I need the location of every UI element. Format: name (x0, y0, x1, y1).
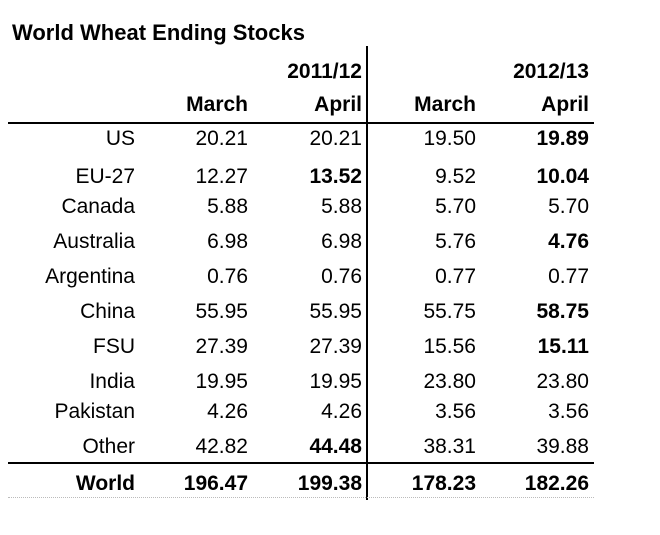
total-cell: 178.23 (411, 472, 476, 495)
header-month-3: March (414, 93, 476, 116)
table-cell: 19.95 (309, 370, 362, 393)
row-label: China (80, 300, 135, 323)
row-label: FSU (93, 335, 135, 358)
table-cell: 58.75 (536, 300, 589, 323)
table-cell: 3.56 (548, 400, 589, 423)
header-month-1: March (186, 93, 248, 116)
table-cell: 42.82 (195, 435, 248, 458)
table-cell: 19.95 (195, 370, 248, 393)
table-cell: 6.98 (207, 230, 248, 253)
table-cell: 38.31 (423, 435, 476, 458)
row-label: Other (82, 435, 135, 458)
table-cell: 44.48 (309, 435, 362, 458)
table-cell: 23.80 (536, 370, 589, 393)
table-cell: 4.26 (321, 400, 362, 423)
table-cell: 5.88 (321, 195, 362, 218)
table-cell: 27.39 (195, 335, 248, 358)
table-cell: 19.89 (536, 127, 589, 150)
row-label: Pakistan (54, 400, 135, 423)
table-cell: 4.26 (207, 400, 248, 423)
table-cell: 20.21 (195, 127, 248, 150)
header-month-4: April (541, 93, 589, 116)
table-cell: 0.77 (548, 265, 589, 288)
table-cell: 5.76 (435, 230, 476, 253)
table-cell: 12.27 (195, 165, 248, 188)
table-cell: 23.80 (423, 370, 476, 393)
table-cell: 5.88 (207, 195, 248, 218)
table-cell: 13.52 (309, 165, 362, 188)
table-cell: 55.95 (195, 300, 248, 323)
row-label: India (89, 370, 135, 393)
row-label: Australia (53, 230, 135, 253)
total-cell: 199.38 (297, 472, 362, 495)
table-cell: 4.76 (548, 230, 589, 253)
row-label: US (105, 127, 135, 150)
table-cell: 5.70 (548, 195, 589, 218)
total-cell: 182.26 (524, 472, 589, 495)
header-year-2011-12: 2011/12 (287, 60, 362, 83)
table-cell: 0.77 (435, 265, 476, 288)
table-cell: 0.76 (321, 265, 362, 288)
header-month-2: April (314, 93, 362, 116)
table-title: World Wheat Ending Stocks (12, 20, 305, 45)
table-cell: 15.56 (423, 335, 476, 358)
table-cell: 9.52 (435, 165, 476, 188)
table-cell: 15.11 (537, 335, 589, 358)
table-cell: 20.21 (309, 127, 362, 150)
total-divider (8, 462, 594, 464)
table-cell: 27.39 (309, 335, 362, 358)
table-cell: 3.56 (435, 400, 476, 423)
row-label: Argentina (45, 265, 135, 288)
table-cell: 55.75 (423, 300, 476, 323)
total-row-label: World (75, 472, 135, 495)
table-cell: 55.95 (309, 300, 362, 323)
header-year-2012-13: 2012/13 (513, 60, 589, 83)
table-cell: 19.50 (423, 127, 476, 150)
header-divider (8, 122, 594, 124)
total-cell: 196.47 (183, 472, 248, 495)
row-label: Canada (61, 195, 135, 218)
table-cell: 39.88 (536, 435, 589, 458)
table-cell: 10.04 (536, 165, 589, 188)
table-cell: 6.98 (321, 230, 362, 253)
table-cell: 5.70 (435, 195, 476, 218)
table-cell: 0.76 (207, 265, 248, 288)
row-label: EU-27 (75, 165, 135, 188)
year-divider (366, 46, 368, 500)
table-bottom-edge (8, 497, 594, 498)
